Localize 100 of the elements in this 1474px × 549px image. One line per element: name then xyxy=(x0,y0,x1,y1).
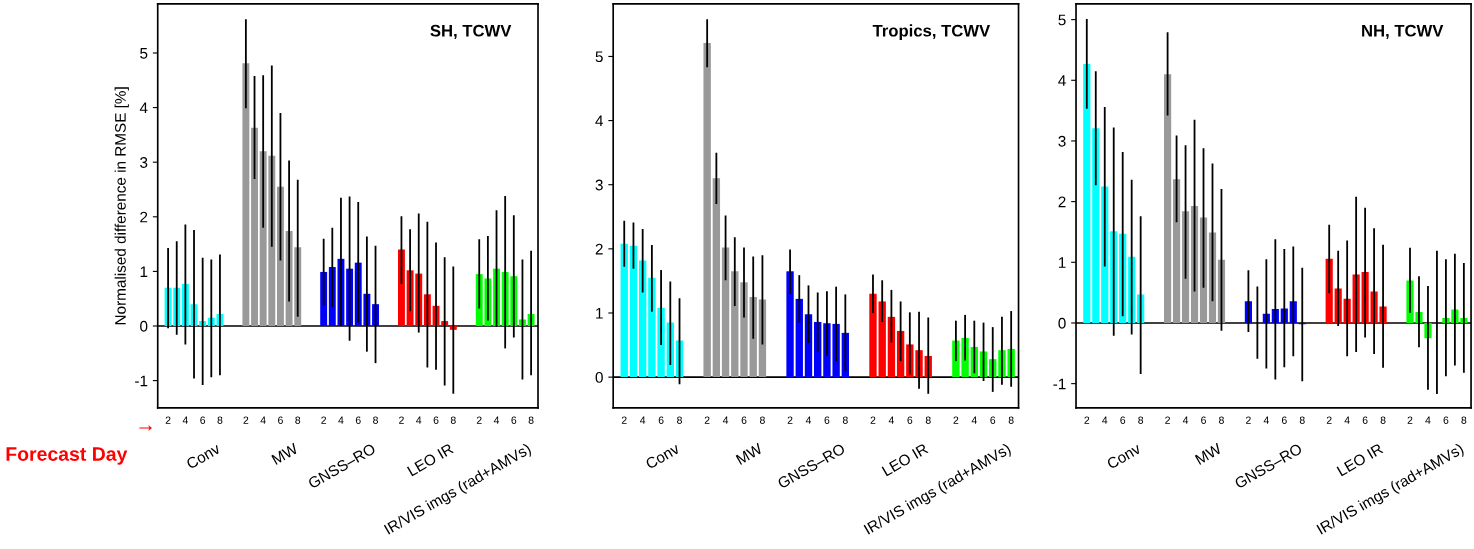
x-tick-label: 2 xyxy=(1165,416,1170,424)
x-tick-label: 6 xyxy=(1362,416,1368,424)
bar xyxy=(251,127,258,326)
bar xyxy=(397,249,405,326)
text: MW xyxy=(735,442,764,465)
y-tick-label: 1 xyxy=(596,308,603,319)
x-tick-label: 6 xyxy=(990,416,996,424)
x-tick-label: 4 xyxy=(640,416,646,424)
x-tick-label: 8 xyxy=(450,416,456,424)
y-tick-label: 4 xyxy=(1058,75,1066,86)
x-tick-label: 8 xyxy=(528,416,534,424)
y-tick-label: 3 xyxy=(1058,135,1066,147)
x-tick-label: 4 xyxy=(1102,416,1108,424)
x-tick-label: 8 xyxy=(1380,416,1386,424)
y-tick-label: 2 xyxy=(1058,196,1066,208)
x-tick-label: 2 xyxy=(621,416,627,424)
x-tick-label: 2 xyxy=(870,416,876,424)
x-tick-label: 6 xyxy=(200,416,206,424)
x-tick-label: 2 xyxy=(1407,416,1413,424)
x-tick-label: 4 xyxy=(1263,416,1269,424)
x-tick-label: 6 xyxy=(511,416,517,424)
y-tick-label: 0 xyxy=(1058,317,1066,329)
x-tick-label: 8 xyxy=(295,416,301,424)
x-tick-label: 8 xyxy=(759,416,765,424)
x-tick-label: 6 xyxy=(824,416,830,424)
y-axis-title: Normalised difference in RMSE [%] xyxy=(114,87,129,325)
x-tick-label: 4 xyxy=(805,416,812,424)
bar xyxy=(1164,74,1172,323)
y-tick-label: 3 xyxy=(595,179,603,191)
x-tick-label: 8 xyxy=(1219,416,1224,424)
text: MW xyxy=(271,442,299,465)
y-tick-label: 5 xyxy=(595,51,603,63)
x-tick-label: 6 xyxy=(1201,416,1206,424)
bar xyxy=(703,42,711,378)
y-tick-label: 0 xyxy=(595,371,603,383)
bar xyxy=(629,245,638,378)
y-tick-label: 4 xyxy=(595,115,604,127)
y-tick-label: -1 xyxy=(135,375,148,387)
text: → xyxy=(139,425,152,431)
x-tick-label: 8 xyxy=(1461,416,1467,424)
x-tick-label: 2 xyxy=(704,416,710,424)
x-tick-label: 8 xyxy=(677,416,682,424)
bar xyxy=(1083,63,1091,323)
x-tick-label: 4 xyxy=(260,416,266,424)
x-tick-label: 8 xyxy=(1138,416,1144,424)
bar xyxy=(242,63,250,326)
bar xyxy=(1172,179,1181,323)
x-tick-label: 2 xyxy=(1084,416,1090,424)
x-tick-label: 6 xyxy=(1120,416,1126,424)
x-tick-label: 8 xyxy=(842,416,848,424)
x-tick-label: 4 xyxy=(722,416,729,424)
bar xyxy=(740,282,748,378)
text: LEO IR xyxy=(406,442,454,477)
text: SH, TCWV xyxy=(430,24,512,40)
y-tick-label: 2 xyxy=(140,211,148,223)
text: Conv xyxy=(1106,442,1142,470)
bar xyxy=(786,271,794,378)
x-tick-label: 6 xyxy=(355,416,361,424)
bar xyxy=(869,293,877,378)
y-tick-label: 0 xyxy=(140,320,148,332)
y-tick-label: -1 xyxy=(1053,378,1066,390)
x-tick-label: 6 xyxy=(278,416,283,424)
bar xyxy=(620,243,628,378)
x-tick-label: 4 xyxy=(971,416,977,424)
x-tick-label: 2 xyxy=(321,416,327,424)
text: Conv xyxy=(185,442,222,470)
text: Tropics, TCWV xyxy=(872,24,991,40)
text: NH, TCWV xyxy=(1362,24,1444,40)
text: MW xyxy=(1194,442,1223,465)
x-tick-label: 8 xyxy=(925,416,931,424)
text: LEO IR xyxy=(1336,442,1384,477)
x-tick-label: 6 xyxy=(1443,416,1449,424)
x-tick-label: 2 xyxy=(787,416,793,424)
y-tick-label: 5 xyxy=(1058,14,1066,26)
bar xyxy=(712,178,721,378)
x-tick-label: 4 xyxy=(416,416,422,424)
bar xyxy=(721,247,730,378)
text: LEO IR xyxy=(881,442,929,477)
y-tick-label: 1 xyxy=(140,266,148,277)
x-tick-label: 2 xyxy=(165,416,171,424)
y-tick-label: 4 xyxy=(139,102,148,114)
x-tick-label: 4 xyxy=(493,416,500,424)
bar xyxy=(276,186,284,326)
x-tick-label: 8 xyxy=(217,416,223,424)
x-tick-label: 4 xyxy=(338,416,344,424)
x-tick-label: 4 xyxy=(1344,416,1350,424)
x-tick-label: 6 xyxy=(741,416,747,424)
x-tick-label: 6 xyxy=(907,416,913,424)
text: Forecast Day xyxy=(6,447,128,465)
x-tick-label: 8 xyxy=(1299,416,1305,424)
x-tick-label: 2 xyxy=(953,416,959,424)
y-tick-label: 1 xyxy=(1058,257,1066,268)
x-tick-label: 4 xyxy=(182,416,188,424)
x-tick-label: 2 xyxy=(399,416,404,424)
x-tick-label: 6 xyxy=(1281,416,1287,424)
x-tick-label: 6 xyxy=(658,416,664,424)
x-tick-label: 8 xyxy=(1008,416,1014,424)
text: Conv xyxy=(644,442,681,470)
x-tick-label: 4 xyxy=(888,416,894,424)
x-tick-label: 2 xyxy=(476,416,482,424)
